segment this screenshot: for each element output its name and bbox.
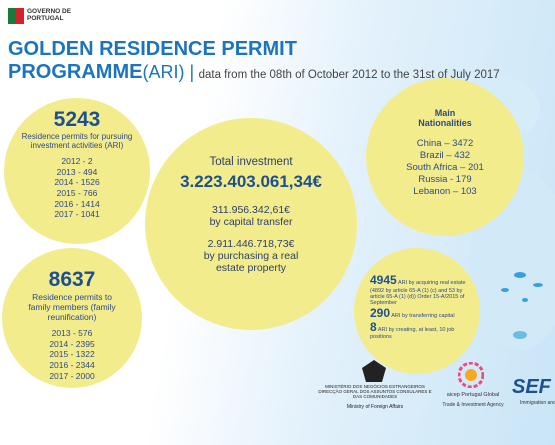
title-line2: PROGRAMME(ARI) | data from the 08th of O…	[8, 61, 500, 84]
nationality-item: China – 3472	[416, 138, 474, 149]
ari-label: Residence permits for pursuing investmen…	[21, 132, 133, 150]
year-item: 2017 - 1041	[54, 209, 100, 220]
investment-heading: Total investment	[209, 156, 293, 168]
title-line1: GOLDEN RESIDENCE PERMIT	[8, 38, 297, 60]
breakdown-value: 8	[370, 319, 377, 334]
breakdown-circle: 4945 ARI by acquiring real estate (4892 …	[354, 248, 480, 374]
ministry-text: MINISTÉRIO DOS NEGÓCIOS ESTRANGEIROS DIR…	[318, 384, 432, 399]
breakdown-label: ARI by transferring capital	[391, 312, 455, 319]
year-item: 2015 - 766	[56, 187, 98, 198]
family-years: 2013 - 576 2014 - 2395 2015 - 1322 2016 …	[2, 328, 142, 381]
aicep-text: aicep Portugal Global	[446, 392, 500, 398]
investment-circle: Total investment 3.223.403.061,34€ 311.9…	[145, 118, 357, 330]
investment-total: 3.223.403.061,34€	[180, 172, 322, 191]
year-item: 2015 - 1322	[49, 349, 95, 360]
year-item: 2013 - 576	[51, 328, 93, 338]
family-circle: 8637 Residence permits to family members…	[2, 248, 142, 388]
family-total: 8637	[48, 268, 96, 291]
breakdown-item: 8 ARI by creating, at least, 10 job posi…	[370, 319, 466, 341]
ari-circle: 5243 Residence permits for pursuing inve…	[4, 98, 150, 244]
property-amount: 2.911.446.718,73€	[207, 238, 295, 250]
family-label: Residence permits to family members (fam…	[28, 292, 116, 322]
nationality-item: Brazil – 432	[419, 149, 471, 161]
breakdown-value: 290	[370, 305, 391, 320]
title-bold: PROGRAMME	[8, 61, 143, 83]
breakdown-label: ARI by creating, at least, 10 job positi…	[370, 326, 455, 341]
year-item: 2016 - 2344	[49, 359, 95, 370]
aicep-emblem	[458, 362, 484, 388]
ministry-en: Ministry of Foreign Affairs	[346, 404, 404, 410]
breakdown-list: 4945 ARI by acquiring real estate (4892 …	[370, 273, 466, 341]
title-paren: (ARI) |	[142, 62, 195, 82]
logo-mark	[8, 8, 24, 24]
aicep-en: Trade & Investment Agency	[442, 402, 504, 408]
subtitle: data from the 08th of October 2012 to th…	[198, 69, 500, 81]
breakdown-item: 290 ARI by transferring capital	[370, 305, 466, 321]
nationality-item: Lebanon – 103	[413, 185, 477, 197]
breakdown-value: 4945	[370, 273, 397, 287]
nationalities-heading: Main Nationalities	[418, 108, 472, 128]
property-label: by purchasing a real estate property	[203, 250, 299, 274]
ministry-emblem	[362, 360, 386, 382]
year-item: 2014 - 1526	[54, 177, 100, 188]
nationalities-circle: Main Nationalities China – 3472 Brazil –…	[366, 78, 524, 236]
breakdown-item: 4945 ARI by acquiring real estate (4892 …	[370, 273, 466, 307]
nationalities-list: China – 3472 Brazil – 432 South Africa –…	[366, 138, 524, 197]
nationality-item: Russia - 179	[418, 173, 472, 185]
capital-amount: 311.956.342,61€	[211, 204, 291, 216]
capital-label: by capital transfer	[209, 216, 293, 228]
year-item: 2017 - 2000	[49, 370, 95, 381]
ari-total: 5243	[53, 108, 101, 131]
year-item: 2014 - 2395	[49, 338, 95, 349]
ari-years: 2012 - 2 2013 - 494 2014 - 1526 2015 - 7…	[4, 156, 150, 220]
breakdown-label: ARI by acquiring real estate (4892 by ar…	[370, 280, 466, 307]
nationality-item: South Africa – 201	[406, 161, 484, 173]
year-item: 2013 - 494	[56, 166, 98, 177]
logo-text: GOVERNO DE PORTUGAL	[27, 8, 72, 22]
sef-logo: SEF	[512, 376, 551, 398]
sef-en: Immigration and Borders Service	[520, 400, 555, 406]
year-item: 2012 - 2	[61, 156, 93, 166]
year-item: 2016 - 1414	[54, 198, 100, 209]
